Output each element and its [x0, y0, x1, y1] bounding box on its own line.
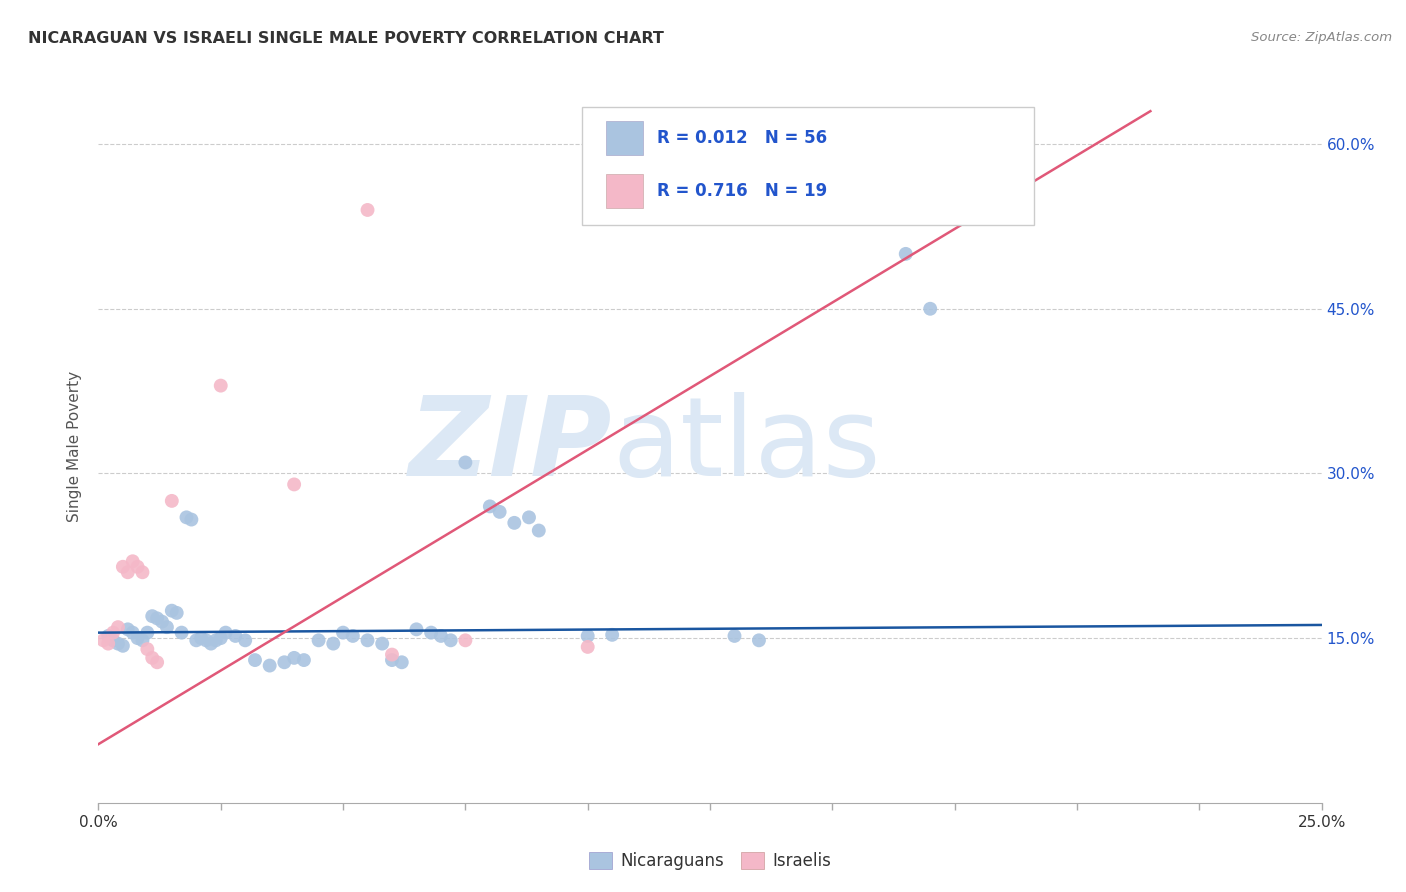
Point — [146, 655, 169, 669]
Point — [117, 566, 139, 580]
Point — [107, 637, 129, 651]
Point — [176, 510, 198, 524]
Point — [748, 633, 770, 648]
Point — [205, 633, 228, 648]
Text: atlas: atlas — [612, 392, 880, 500]
Point — [527, 524, 550, 538]
Text: NICARAGUAN VS ISRAELI SINGLE MALE POVERTY CORRELATION CHART: NICARAGUAN VS ISRAELI SINGLE MALE POVERT… — [28, 31, 664, 46]
Point — [454, 633, 477, 648]
Point — [356, 633, 378, 648]
Text: R = 0.716   N = 19: R = 0.716 N = 19 — [658, 182, 828, 200]
Point — [243, 653, 266, 667]
Point — [136, 625, 159, 640]
Point — [97, 629, 120, 643]
Point — [381, 648, 404, 662]
Point — [209, 378, 232, 392]
Point — [430, 629, 453, 643]
Point — [420, 625, 443, 640]
Point — [186, 633, 208, 648]
Point — [292, 653, 315, 667]
Text: Source: ZipAtlas.com: Source: ZipAtlas.com — [1251, 31, 1392, 45]
Y-axis label: Single Male Poverty: Single Male Poverty — [67, 370, 83, 522]
Point — [156, 620, 179, 634]
Point — [224, 629, 246, 643]
Point — [273, 655, 295, 669]
Text: ZIP: ZIP — [409, 392, 612, 500]
Point — [107, 620, 129, 634]
Point — [101, 625, 124, 640]
Text: R = 0.012   N = 56: R = 0.012 N = 56 — [658, 128, 828, 146]
FancyBboxPatch shape — [582, 107, 1035, 225]
Point — [342, 629, 364, 643]
Point — [381, 653, 404, 667]
Point — [214, 625, 236, 640]
Point — [127, 559, 149, 574]
Point — [146, 611, 169, 625]
Point — [150, 615, 173, 629]
Point — [141, 609, 163, 624]
Point — [440, 633, 463, 648]
Point — [111, 639, 134, 653]
Point — [160, 604, 183, 618]
Point — [180, 512, 202, 526]
Point — [308, 633, 330, 648]
Point — [209, 631, 232, 645]
Point — [356, 202, 378, 217]
Point — [723, 629, 745, 643]
Point — [322, 637, 344, 651]
Point — [283, 477, 305, 491]
Point — [405, 623, 427, 637]
Point — [121, 554, 143, 568]
Point — [160, 494, 183, 508]
Point — [920, 301, 942, 316]
Point — [131, 633, 153, 648]
Point — [121, 625, 143, 640]
FancyBboxPatch shape — [606, 174, 643, 209]
Point — [190, 631, 212, 645]
Point — [283, 651, 305, 665]
Point — [454, 455, 477, 469]
Point — [127, 631, 149, 645]
Point — [111, 559, 134, 574]
Point — [517, 510, 540, 524]
Point — [259, 658, 281, 673]
Point — [600, 628, 623, 642]
Point — [478, 500, 501, 514]
Point — [195, 633, 218, 648]
Point — [136, 642, 159, 657]
Point — [488, 505, 510, 519]
Point — [332, 625, 354, 640]
Point — [170, 625, 193, 640]
Point — [97, 637, 120, 651]
FancyBboxPatch shape — [606, 120, 643, 155]
Point — [576, 640, 599, 654]
Point — [131, 566, 153, 580]
Point — [91, 633, 114, 648]
Point — [200, 637, 222, 651]
Point — [894, 247, 917, 261]
Legend: Nicaraguans, Israelis: Nicaraguans, Israelis — [582, 845, 838, 877]
Point — [391, 655, 413, 669]
Point — [117, 623, 139, 637]
Point — [101, 633, 124, 648]
Point — [166, 606, 188, 620]
Point — [141, 651, 163, 665]
Point — [576, 629, 599, 643]
Point — [503, 516, 526, 530]
Point — [371, 637, 394, 651]
Point — [233, 633, 256, 648]
